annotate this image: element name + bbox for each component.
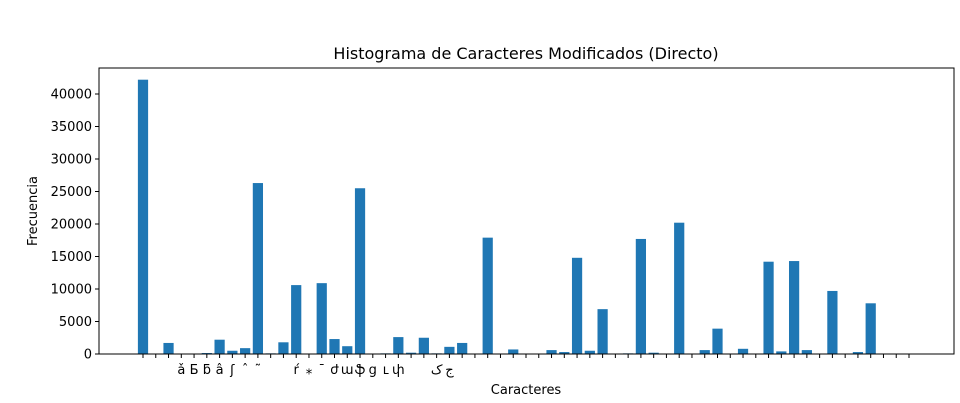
- y-tick-label: 15000: [51, 250, 92, 265]
- x-tick-label: ˜: [255, 363, 262, 378]
- x-tick-label: ک: [431, 363, 443, 378]
- y-tick-label: 20000: [51, 218, 92, 233]
- bar: [827, 290, 838, 354]
- bar: [214, 339, 225, 354]
- bar: [571, 257, 583, 354]
- bar: [227, 350, 238, 354]
- bar: [354, 188, 366, 354]
- bar: [240, 348, 251, 354]
- bar: [278, 342, 289, 354]
- bar: [316, 283, 327, 354]
- bar: [137, 79, 149, 354]
- bar: [584, 350, 595, 354]
- bar: [776, 351, 787, 354]
- chart-title: Histograma de Caracteres Modificados (Di…: [333, 44, 718, 63]
- x-tick-label: ǎ: [177, 363, 185, 378]
- bar: [444, 346, 455, 354]
- bar: [801, 350, 812, 354]
- x-tick-label: ƃ: [203, 363, 211, 378]
- x-tick-label: ŕ: [294, 363, 300, 378]
- bar: [329, 339, 340, 354]
- x-tick-label: ج: [445, 363, 454, 378]
- x-tick-label: ց: [369, 363, 377, 378]
- bar: [648, 352, 659, 354]
- bar: [763, 261, 774, 354]
- x-tick-label: ʃ: [229, 363, 235, 378]
- bar: [405, 352, 417, 354]
- x-tick-label: ⁎: [306, 363, 313, 378]
- bars: [137, 79, 876, 354]
- y-tick-label: 35000: [51, 120, 92, 135]
- bar: [508, 349, 519, 354]
- y-tick-label: 5000: [59, 315, 92, 330]
- bar: [546, 350, 557, 354]
- x-tick-label: Ƃ: [190, 363, 199, 378]
- x-tick-label: ա: [341, 363, 354, 378]
- bar: [712, 328, 723, 354]
- bar: [674, 222, 685, 354]
- bar: [865, 303, 876, 354]
- bar: [737, 348, 749, 354]
- bar: [342, 346, 353, 354]
- bar: [163, 342, 174, 354]
- x-tick-label: â: [216, 363, 224, 378]
- bar: [252, 183, 264, 354]
- bar: [559, 352, 570, 354]
- y-tick-label: 30000: [51, 153, 92, 168]
- y-axis: 0 5000 10000 15000 20000 25000 30000 35000 40000: [51, 88, 99, 363]
- x-axis-label: Caracteres: [491, 383, 562, 398]
- bar: [597, 309, 608, 354]
- bar: [852, 352, 864, 354]
- bar: [457, 342, 468, 354]
- x-tick-label: ˆ: [242, 363, 249, 378]
- bar: [482, 237, 493, 354]
- y-axis-label: Frecuencia: [26, 176, 41, 246]
- x-tick-label: ˉ: [318, 363, 325, 378]
- x-tick-label: ֆ: [355, 363, 365, 378]
- x-tick-label: փ: [392, 363, 405, 378]
- bar: [291, 285, 302, 354]
- bar: [699, 350, 710, 354]
- x-tick-label: ժ: [330, 363, 339, 378]
- plot-frame: [98, 67, 955, 355]
- y-tick-label: 10000: [51, 283, 92, 298]
- y-tick-label: 40000: [51, 88, 92, 103]
- bar: [393, 337, 404, 354]
- y-tick-label: 25000: [51, 185, 92, 200]
- bar: [788, 261, 800, 354]
- bar: [635, 238, 647, 354]
- y-tick-label: 0: [84, 348, 92, 363]
- x-tick-label: ւ: [383, 363, 389, 378]
- bar: [418, 337, 429, 354]
